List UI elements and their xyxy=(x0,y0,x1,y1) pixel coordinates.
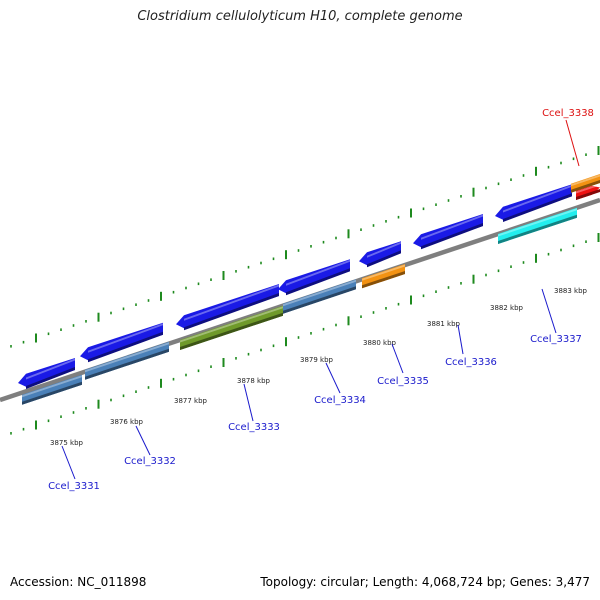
callout-line xyxy=(61,445,76,480)
topology-label: Topology: circular; Length: 4,068,724 bp… xyxy=(260,575,590,589)
gene-label: Ccel_3335 xyxy=(377,376,429,387)
gene-arrow xyxy=(413,214,483,248)
gene-feature xyxy=(283,279,356,314)
gene-highlight xyxy=(180,306,283,343)
lower-tick-track xyxy=(10,233,600,435)
gene-shadow xyxy=(503,193,572,222)
gene-highlight xyxy=(286,259,350,286)
gene-callouts xyxy=(61,119,580,480)
gene-feature xyxy=(362,264,405,289)
gene-label: Ccel_3336 xyxy=(445,357,497,368)
gene-label: Ccel_3331 xyxy=(48,481,100,492)
gene-feature xyxy=(22,374,82,405)
upper-tick-track xyxy=(10,146,600,348)
callout-line xyxy=(325,362,341,394)
gene-highlight xyxy=(184,284,279,321)
callout-line xyxy=(391,343,404,374)
callout-line xyxy=(541,288,557,334)
callout-line xyxy=(457,324,464,355)
gene-highlight xyxy=(367,241,401,258)
gene-highlight xyxy=(85,342,169,373)
gene-feature xyxy=(571,174,600,193)
gene-feature xyxy=(18,358,75,389)
gene-shadow xyxy=(180,312,283,350)
gene-highlight xyxy=(503,184,572,213)
gene-highlight xyxy=(421,214,483,240)
gene-label: Ccel_3334 xyxy=(314,395,366,406)
tick-label: 3877 kbp xyxy=(174,397,208,405)
gene-shadow xyxy=(362,271,405,289)
gene-label: Ccel_3333 xyxy=(228,422,280,433)
gene-feature xyxy=(180,305,283,350)
gene-arrow xyxy=(176,284,279,329)
gene-shadow xyxy=(283,286,356,314)
gene-shadow xyxy=(26,367,75,389)
gene-label: Ccel_3337 xyxy=(530,334,582,345)
tick-label: 3879 kbp xyxy=(300,356,334,364)
gene-highlight xyxy=(22,375,82,398)
gene-highlight xyxy=(283,279,356,307)
map-title: Clostridium cellulolyticum H10, complete… xyxy=(137,9,463,24)
callout-line xyxy=(243,383,254,422)
gene-shadow xyxy=(286,268,350,296)
tick-label: 3882 kbp xyxy=(490,304,524,312)
gene-feature xyxy=(278,259,350,296)
gene-arrow xyxy=(278,259,350,294)
gene-labels: Ccel_3331 Ccel_3332 Ccel_3333 Ccel_3334 Ccel… xyxy=(48,108,594,492)
gene-highlight xyxy=(88,323,163,353)
gene-shadow xyxy=(85,348,169,380)
callout-line xyxy=(135,425,151,456)
gene-feature xyxy=(359,241,401,268)
gene-highlight xyxy=(26,358,75,380)
gene-shadow xyxy=(184,293,279,331)
gene-arrow xyxy=(18,358,75,387)
gene-feature xyxy=(495,184,572,222)
gene-feature xyxy=(85,341,169,380)
gene-arrow xyxy=(359,241,401,266)
callout-line xyxy=(565,119,580,167)
gene-shadow xyxy=(421,223,483,250)
gene-feature xyxy=(176,284,279,331)
gene-arrow xyxy=(80,322,163,361)
gene-shadow xyxy=(576,189,600,200)
tick-label: 3876 kbp xyxy=(110,418,144,426)
accession-label: Accession: NC_011898 xyxy=(10,575,147,589)
gene-arrow xyxy=(495,184,572,220)
gene-feature xyxy=(80,322,163,363)
gene-feature xyxy=(413,214,483,250)
tick-label: 3881 kbp xyxy=(427,320,461,328)
gene-highlight xyxy=(498,208,577,237)
gene-feature xyxy=(498,207,577,244)
gene-shadow xyxy=(367,250,401,268)
gene-shadow xyxy=(22,381,82,405)
tick-label: 3880 kbp xyxy=(363,339,397,347)
tick-label: 3878 kbp xyxy=(237,377,271,385)
gene-features xyxy=(18,174,600,405)
gene-shadow xyxy=(571,180,600,193)
gene-feature xyxy=(576,183,600,200)
gene-shadow xyxy=(498,214,577,244)
gene-highlight xyxy=(571,174,600,187)
gene-label: Ccel_3338 xyxy=(542,108,594,119)
gene-label: Ccel_3332 xyxy=(124,456,176,467)
tick-label: 3883 kbp xyxy=(554,287,588,295)
gene-shadow xyxy=(88,331,163,363)
tick-label: 3875 kbp xyxy=(50,439,84,447)
gene-highlight xyxy=(576,183,600,194)
tick-labels: 3875 kbp 3876 kbp 3877 kbp 3878 kbp 3879 kbp… xyxy=(50,287,588,447)
gene-highlight xyxy=(362,264,405,281)
